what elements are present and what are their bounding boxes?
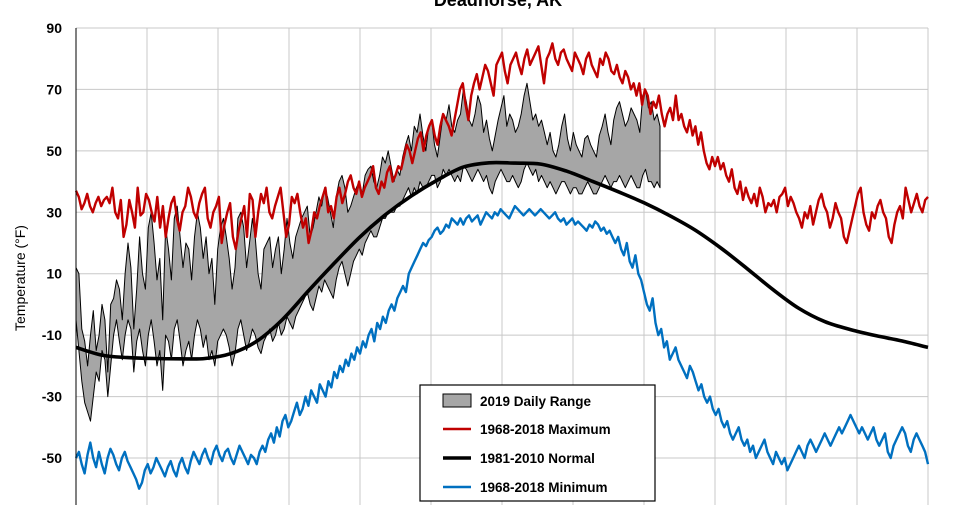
- series-normal: [75, 160, 929, 361]
- y-tick-label: 50: [46, 143, 62, 159]
- series-minimum: [74, 204, 930, 490]
- y-tick-label: 70: [46, 81, 62, 97]
- legend-label-minimum: 1968-2018 Minimum: [480, 480, 608, 495]
- y-tick-label: 30: [46, 204, 62, 220]
- y-tick-label: -30: [42, 389, 62, 405]
- y-axis-label: Temperature (°F): [12, 225, 28, 331]
- y-tick-label: 90: [46, 20, 62, 36]
- legend-label-daily-range: 2019 Daily Range: [480, 394, 592, 409]
- legend-label-maximum: 1968-2018 Maximum: [480, 422, 611, 437]
- series-daily-range: [75, 82, 661, 422]
- plot-area: [74, 42, 930, 490]
- series-maximum: [74, 42, 929, 251]
- y-tick-label: -50: [42, 450, 62, 466]
- legend: 2019 Daily Range 1968-2018 Maximum 1981-…: [419, 384, 656, 502]
- y-tick-label: 10: [46, 266, 62, 282]
- y-tick-labels: 90 70 50 30 10 -10 -30 -50: [42, 20, 62, 466]
- chart-title: Deadhorse, AK: [434, 0, 562, 10]
- legend-label-normal: 1981-2010 Normal: [480, 451, 595, 466]
- y-tick-label: -10: [42, 327, 62, 343]
- legend-swatch-daily-range: [442, 393, 472, 408]
